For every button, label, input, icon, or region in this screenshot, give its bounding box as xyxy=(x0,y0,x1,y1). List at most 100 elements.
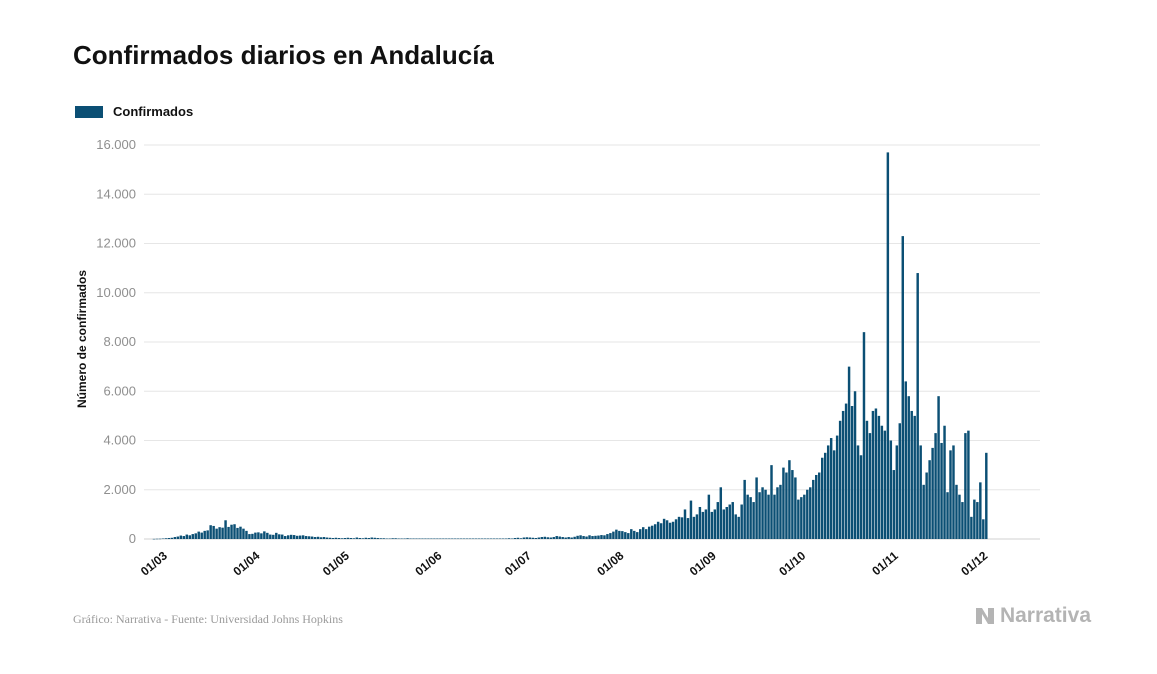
bar xyxy=(704,509,708,539)
bar xyxy=(707,494,711,539)
bar xyxy=(910,410,913,539)
bar xyxy=(856,445,860,539)
bar xyxy=(847,366,851,540)
bar xyxy=(644,529,648,539)
bar xyxy=(558,536,561,539)
bar xyxy=(758,492,761,539)
x-tick-label: 01/10 xyxy=(776,548,808,578)
bar xyxy=(427,538,430,540)
bar xyxy=(221,527,224,539)
bar xyxy=(322,537,326,539)
bar xyxy=(662,518,666,539)
bar xyxy=(916,273,919,539)
bar xyxy=(310,536,314,539)
bar xyxy=(403,538,406,540)
bar xyxy=(782,467,785,539)
bar xyxy=(937,396,940,539)
legend-swatch-confirmados xyxy=(75,105,103,118)
bar xyxy=(495,538,499,540)
bar xyxy=(525,537,529,539)
bar xyxy=(367,538,370,539)
x-tick-label: 01/12 xyxy=(958,548,990,578)
bar xyxy=(194,533,197,539)
bar xyxy=(877,415,881,540)
bar xyxy=(829,438,833,539)
bar xyxy=(391,538,394,539)
bar xyxy=(295,535,299,539)
bar xyxy=(588,535,591,539)
bar xyxy=(340,538,344,539)
bar xyxy=(304,536,308,539)
bar xyxy=(943,425,946,539)
narrativa-logo-icon xyxy=(975,608,994,624)
y-tick-labels: 0 2.000 4.000 6.000 8.000 10.000 12.000 14.000 1… xyxy=(96,137,136,546)
bar xyxy=(442,538,445,540)
bar xyxy=(185,534,189,539)
bar xyxy=(245,530,248,539)
bar xyxy=(788,460,791,539)
bar xyxy=(457,538,460,540)
bar xyxy=(835,435,839,539)
x-tick-label: 01/07 xyxy=(502,548,534,578)
bar xyxy=(612,531,615,539)
bar xyxy=(486,538,490,540)
bar xyxy=(609,533,612,539)
y-tick-label: 16.000 xyxy=(96,137,136,152)
x-tick-label: 01/11 xyxy=(869,548,901,578)
bar xyxy=(257,532,260,539)
bar xyxy=(316,536,320,539)
bar xyxy=(489,538,493,540)
bar xyxy=(689,500,693,539)
bar xyxy=(236,527,239,539)
bar xyxy=(492,538,496,540)
bar xyxy=(176,536,180,539)
bar xyxy=(862,332,866,539)
bar xyxy=(898,423,902,539)
bar xyxy=(979,482,982,539)
bar xyxy=(895,445,899,539)
bar xyxy=(498,538,502,540)
bar xyxy=(698,506,702,539)
bar xyxy=(179,535,183,539)
bar xyxy=(325,537,329,539)
bar xyxy=(826,445,830,539)
bar xyxy=(722,509,725,539)
y-tick-label: 10.000 xyxy=(96,285,136,300)
bar xyxy=(606,534,609,539)
bar xyxy=(859,455,863,539)
bar xyxy=(850,406,854,539)
bar xyxy=(522,537,526,539)
bar xyxy=(242,528,245,539)
bar xyxy=(376,538,379,539)
bar xyxy=(406,538,409,539)
bar xyxy=(480,538,484,540)
bar xyxy=(955,484,958,539)
bar xyxy=(301,535,305,539)
bar xyxy=(639,529,642,539)
bar xyxy=(719,487,723,539)
bar xyxy=(540,537,544,539)
bar xyxy=(647,526,651,539)
bar xyxy=(170,537,174,539)
bar xyxy=(874,408,878,539)
bar xyxy=(471,538,475,540)
bar xyxy=(913,415,916,540)
bar xyxy=(791,470,794,539)
bar xyxy=(743,479,746,539)
bar xyxy=(731,502,734,539)
brand-name: Narrativa xyxy=(999,604,1091,627)
bar xyxy=(570,537,573,539)
bar xyxy=(949,450,952,539)
bar xyxy=(779,484,782,539)
bar xyxy=(188,535,191,539)
bar xyxy=(656,521,660,539)
bar xyxy=(182,536,186,539)
grid-lines xyxy=(144,144,1040,540)
bar xyxy=(665,520,669,539)
bar xyxy=(585,536,588,539)
bar xyxy=(853,391,857,539)
bar xyxy=(284,536,287,539)
bar xyxy=(224,520,227,539)
bar xyxy=(248,534,251,539)
y-tick-label: 2.000 xyxy=(103,482,136,497)
